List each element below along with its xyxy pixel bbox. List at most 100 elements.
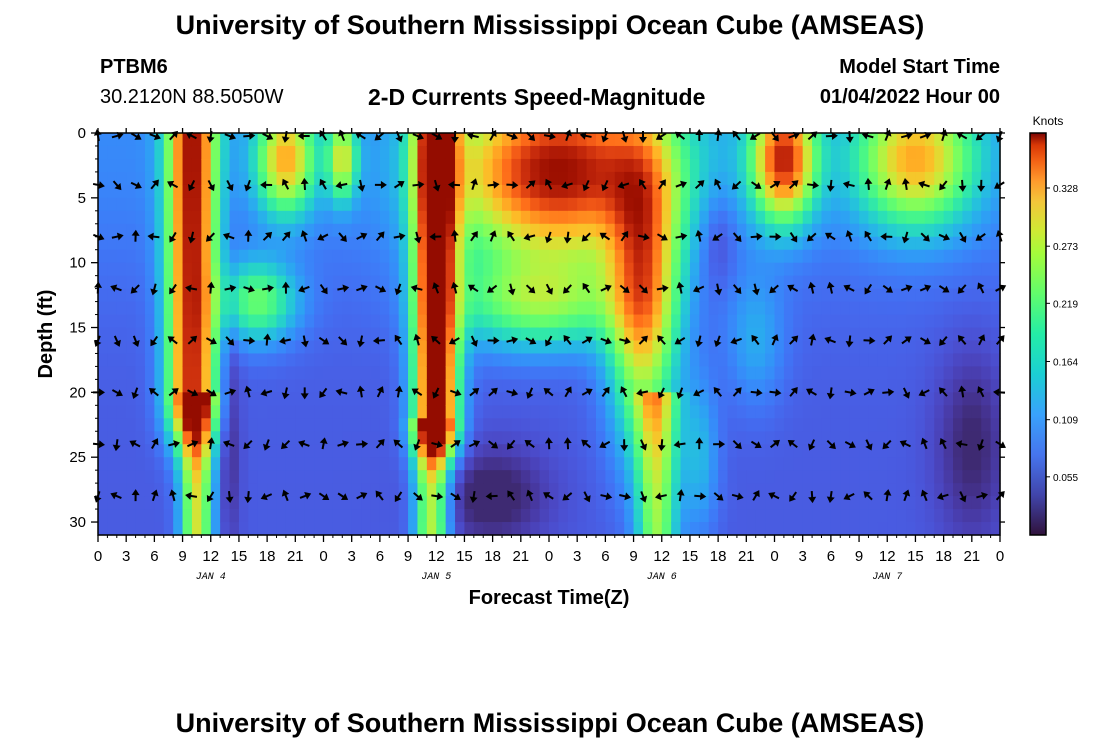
heatmap-cell <box>652 223 663 238</box>
heatmap-cell <box>323 431 334 445</box>
heatmap-cell <box>812 457 823 471</box>
heatmap-cell <box>661 197 672 212</box>
current-vector <box>243 439 253 450</box>
heatmap-cell <box>746 366 757 380</box>
heatmap-cell <box>520 158 531 173</box>
heatmap-cell <box>567 262 578 277</box>
current-vector <box>563 231 572 244</box>
heatmap-cell <box>671 431 682 445</box>
heatmap-cell <box>633 171 644 186</box>
heatmap-cell <box>398 340 409 355</box>
heatmap-cell <box>859 275 870 290</box>
heatmap-cell <box>680 210 691 225</box>
heatmap-cell <box>614 249 625 264</box>
heatmap-cell <box>210 145 221 160</box>
heatmap-cell <box>295 353 306 368</box>
heatmap-cell <box>652 509 663 523</box>
heatmap-cell <box>426 133 437 147</box>
heatmap-cell <box>774 158 785 173</box>
heatmap-cell <box>126 262 137 277</box>
heatmap-cell <box>530 392 541 406</box>
heatmap-cell <box>201 496 212 510</box>
heatmap-cell <box>379 327 390 342</box>
heatmap-cell <box>906 145 917 160</box>
heatmap-cell <box>295 249 306 264</box>
heatmap-cell <box>821 301 832 316</box>
heatmap-cell <box>906 509 917 523</box>
heatmap-cell <box>332 366 343 380</box>
heatmap-cell <box>267 353 278 368</box>
heatmap-cell <box>379 418 390 432</box>
current-vector <box>638 284 648 294</box>
current-vector <box>731 492 744 501</box>
heatmap-cell <box>191 457 202 471</box>
heatmap-cell <box>238 158 249 173</box>
heatmap-cell <box>473 275 484 290</box>
heatmap-cell <box>351 275 362 290</box>
heatmap-cell <box>849 353 860 368</box>
current-vector <box>769 439 780 449</box>
heatmap-cell <box>887 379 898 393</box>
heatmap-cell <box>802 236 813 251</box>
heatmap-cell <box>558 288 569 303</box>
heatmap-cell <box>361 418 372 432</box>
heatmap-cell <box>708 483 719 497</box>
heatmap-cell <box>436 392 447 406</box>
heatmap-cell <box>868 236 879 251</box>
heatmap-cell <box>953 457 964 471</box>
heatmap-cell <box>661 301 672 316</box>
heatmap-cell <box>502 483 513 497</box>
heatmap-cell <box>830 366 841 380</box>
heatmap-cell <box>426 470 437 484</box>
heatmap-cell <box>285 171 296 186</box>
heatmap-cell <box>436 249 447 264</box>
heatmap-cell <box>859 392 870 406</box>
heatmap-cell <box>699 288 710 303</box>
heatmap-cell <box>934 133 945 147</box>
heatmap-cell <box>962 249 973 264</box>
heatmap-cell <box>661 314 672 329</box>
heatmap-cell <box>671 158 682 173</box>
heatmap-cell <box>633 418 644 432</box>
x-tick-label: 15 <box>231 548 248 565</box>
heatmap-cell <box>220 392 231 406</box>
heatmap-cell <box>98 457 108 471</box>
heatmap-cell <box>323 353 334 368</box>
current-vector <box>506 336 519 345</box>
heatmap-cell <box>680 392 691 406</box>
y-tick-label: 5 <box>78 190 86 207</box>
heatmap-cell <box>558 236 569 251</box>
heatmap-cell <box>257 457 268 471</box>
heatmap-cell <box>361 158 372 173</box>
heatmap-cell <box>614 366 625 380</box>
heatmap-cell <box>614 353 625 368</box>
heatmap-cell <box>116 444 127 458</box>
heatmap-cell <box>539 509 550 523</box>
current-vector <box>150 179 159 190</box>
heatmap-cell <box>783 145 794 160</box>
heatmap-cell <box>191 197 202 212</box>
heatmap-cell <box>680 262 691 277</box>
heatmap-cell <box>727 249 738 264</box>
heatmap-cell <box>201 353 212 368</box>
heatmap-cell <box>304 379 315 393</box>
heatmap-cell <box>464 301 475 316</box>
heatmap-cell <box>755 275 766 290</box>
heatmap-cell <box>877 275 888 290</box>
heatmap-cell <box>577 197 588 212</box>
heatmap-cell <box>595 133 606 147</box>
heatmap-cell <box>896 340 907 355</box>
heatmap-cell <box>736 275 747 290</box>
heatmap-cell <box>887 392 898 406</box>
heatmap-cell <box>483 145 494 160</box>
heatmap-cell <box>577 249 588 264</box>
current-vector <box>714 283 723 296</box>
heatmap-cell <box>473 509 484 523</box>
heatmap-cell <box>530 418 541 432</box>
heatmap-cell <box>877 197 888 212</box>
current-vector <box>207 180 215 192</box>
current-vector <box>919 284 932 292</box>
heatmap-cell <box>840 522 851 536</box>
heatmap-cell <box>887 496 898 510</box>
heatmap-cell <box>595 509 606 523</box>
